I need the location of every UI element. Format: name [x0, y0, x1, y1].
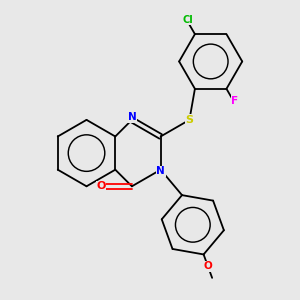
Text: F: F: [231, 96, 238, 106]
Text: O: O: [96, 181, 106, 191]
Text: N: N: [156, 166, 165, 176]
Text: O: O: [203, 261, 212, 271]
Text: N: N: [128, 112, 136, 122]
Text: Cl: Cl: [183, 15, 194, 25]
Text: S: S: [185, 115, 194, 125]
